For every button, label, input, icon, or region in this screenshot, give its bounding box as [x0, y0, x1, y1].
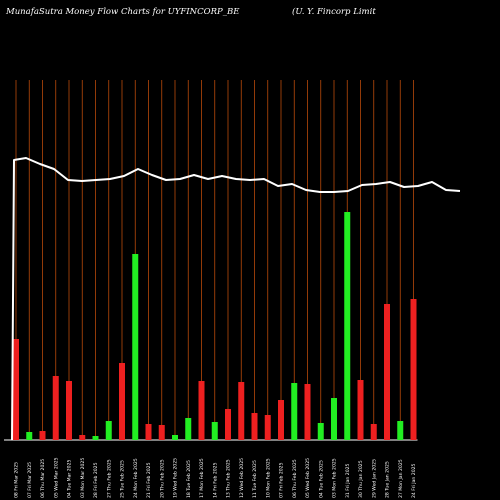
chart-title: MunafaSutra Money Flow Charts for UYFINC… — [6, 7, 240, 17]
bar — [304, 384, 311, 440]
bar — [198, 381, 205, 440]
x-tick-label: 28 Fri Feb 2025 — [93, 462, 99, 498]
bar-series — [13, 212, 417, 440]
x-tick-label: 10 Mon Feb 2025 — [265, 458, 271, 498]
bar — [105, 421, 112, 440]
x-tick-label: 27 Mon Jan 2025 — [398, 459, 404, 498]
bar — [39, 431, 46, 440]
x-tick-label: 12 Wed Feb 2025 — [239, 458, 245, 498]
bar — [331, 398, 337, 440]
bar — [225, 409, 231, 440]
bar — [13, 339, 19, 440]
x-tick-label: 24 Mon Feb 2025 — [133, 458, 139, 498]
bar — [278, 400, 284, 440]
x-tick-label: 21 Fri Feb 2025 — [146, 462, 152, 498]
x-tick-label: 30 Thu Jan 2025 — [358, 460, 364, 498]
bar — [344, 212, 351, 440]
bar — [370, 424, 377, 440]
x-tick-label: 29 Wed Jan 2025 — [371, 459, 377, 498]
bar — [185, 418, 192, 440]
x-tick-label: 07 Fri Feb 2025 — [279, 462, 285, 498]
x-tick-label: 06 Thu Mar 2025 — [40, 459, 46, 498]
bar — [132, 254, 139, 440]
x-tick-label: 24 Fri Jan 2025 — [411, 463, 417, 498]
line-series — [11, 157, 461, 441]
bar — [264, 415, 271, 440]
bar — [410, 299, 417, 440]
x-tick-label: 31 Fri Jan 2025 — [345, 463, 351, 498]
grid-lines — [4, 80, 418, 441]
bar — [119, 363, 125, 440]
x-tick-label: 17 Mon Feb 2025 — [199, 458, 205, 498]
bar — [384, 304, 390, 440]
bar — [145, 424, 152, 440]
x-tick-label: 08 Fri Mar 2025 — [14, 462, 20, 498]
x-tick-label: 05 Wed Mar 2025 — [53, 457, 59, 498]
money-flow-line — [11, 157, 461, 441]
x-tick-label: 27 Thu Feb 2025 — [106, 459, 112, 498]
x-tick-label: 11 Tue Feb 2025 — [252, 460, 258, 498]
bar — [397, 421, 404, 440]
bar — [357, 380, 364, 440]
x-tick-label: 13 Thu Feb 2025 — [226, 459, 232, 498]
chart-subtitle: (U. Y. Fincorp Limit — [292, 7, 376, 17]
bar — [238, 382, 245, 440]
x-tick-label: 20 Thu Feb 2025 — [159, 459, 165, 498]
x-tick-label: 03 Mon Feb 2025 — [332, 458, 338, 498]
x-tick-label: 25 Tue Feb 2025 — [120, 460, 126, 498]
x-tick-label: 06 Thu Feb 2025 — [292, 459, 298, 498]
x-tick-label: 18 Tue Feb 2025 — [186, 460, 192, 498]
bar — [52, 376, 59, 440]
x-tick-label: 03 Mon Mar 2025 — [80, 458, 86, 498]
bar — [251, 413, 258, 440]
bar — [291, 383, 298, 440]
bar — [211, 422, 218, 440]
x-tick-label: 04 Tue Feb 2025 — [318, 460, 324, 498]
x-tick-label: 14 Fri Feb 2025 — [212, 462, 218, 498]
bar — [92, 436, 99, 440]
bar — [26, 432, 33, 440]
bar — [317, 423, 324, 440]
x-tick-label: 28 Tue Jan 2025 — [385, 461, 391, 498]
bar — [79, 435, 86, 440]
x-tick-label: 19 Wed Feb 2025 — [173, 458, 179, 498]
x-tick-label: 05 Wed Feb 2025 — [305, 458, 311, 498]
x-tick-labels: 08 Fri Mar 2025 07 Fri Mar 2025 06 Thu Mar… — [14, 457, 418, 498]
bar — [66, 381, 72, 440]
x-tick-label: 07 Fri Mar 2025 — [27, 462, 33, 498]
x-tick-label: 04 Tue Mar 2025 — [67, 459, 73, 498]
bar — [158, 425, 165, 440]
bar — [172, 435, 178, 440]
